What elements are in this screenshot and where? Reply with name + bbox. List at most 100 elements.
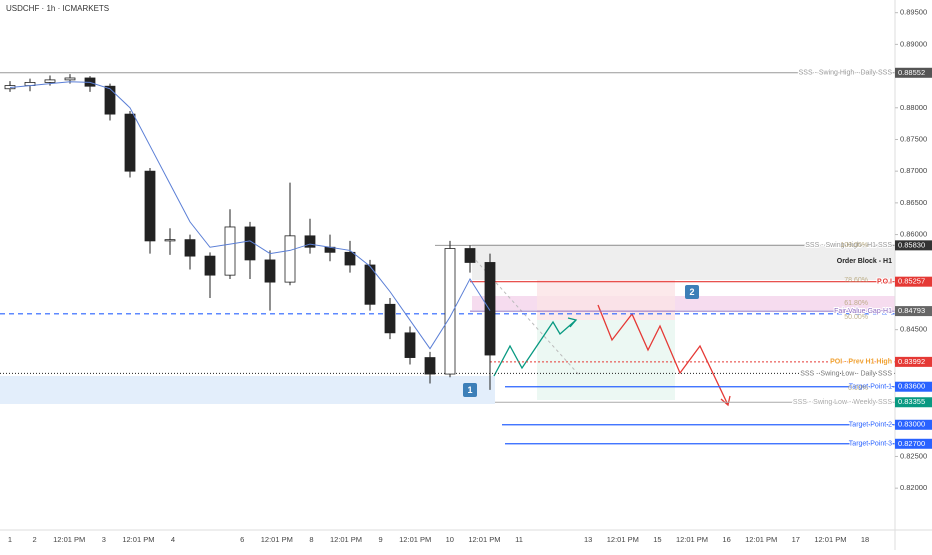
y-tick-label: 0.82000 <box>900 483 927 492</box>
x-tick-label: 12:01 PM <box>814 535 846 544</box>
x-tick-label: 12:01 PM <box>399 535 431 544</box>
fib-label: 100.00% <box>840 242 868 249</box>
marker-label: 2 <box>689 287 694 297</box>
projection-up-arrow <box>567 317 578 328</box>
x-tick-label: 8 <box>309 535 313 544</box>
y-tick-label: 0.84500 <box>900 325 927 334</box>
x-tick-label: 10 <box>446 535 454 544</box>
y-tick-label: 0.88000 <box>900 103 927 112</box>
level-label: Target Point 2 <box>849 422 892 429</box>
swing-low-zone <box>0 376 495 404</box>
price-box-label: 0.84793 <box>898 306 925 315</box>
x-tick-label: 12:01 PM <box>261 535 293 544</box>
price-box-label: 0.88552 <box>898 68 925 77</box>
candle-body <box>284 235 296 283</box>
candle-body <box>424 357 436 375</box>
price-box-label: 0.83000 <box>898 420 925 429</box>
price-box-label: 0.82700 <box>898 439 925 448</box>
level-label: SSS - Swing Low - Weekly SSS <box>793 399 892 406</box>
price-box <box>895 356 932 367</box>
fib-label: 0.00% <box>848 385 868 392</box>
candle-body <box>264 259 276 283</box>
candle-body <box>64 77 76 81</box>
price-box <box>895 276 932 287</box>
candle-body <box>124 113 136 172</box>
candle-body <box>464 248 476 263</box>
candle-body <box>444 248 456 375</box>
buy-zone <box>537 320 675 400</box>
candle-body <box>44 79 56 83</box>
price-box <box>895 438 932 449</box>
price-box-label: 0.85830 <box>898 240 925 249</box>
fib-label: 50.00% <box>844 314 868 321</box>
candle-body <box>104 85 116 115</box>
x-tick-label: 12:01 PM <box>330 535 362 544</box>
y-tick-label: 0.87500 <box>900 134 927 143</box>
y-tick-label: 0.87000 <box>900 166 927 175</box>
level-label: Target Point 1 <box>849 384 892 391</box>
order-block-label: Order Block - H1 <box>837 258 892 265</box>
x-tick-label: 1 <box>8 535 12 544</box>
x-tick-label: 11 <box>515 535 523 544</box>
price-box <box>895 381 932 392</box>
level-label: SSS - Swing Low - Daily SSS <box>800 370 892 377</box>
price-box <box>895 67 932 78</box>
level-label: P.O.I <box>877 279 892 286</box>
level-label: SSS - Swing High - H1 SSS <box>805 242 892 249</box>
candle-body <box>244 226 256 261</box>
x-tick-label: 16 <box>722 535 730 544</box>
chart-title: USDCHF · 1h · ICMARKETS <box>6 4 109 13</box>
x-tick-label: 12:01 PM <box>122 535 154 544</box>
x-tick-label: 12:01 PM <box>676 535 708 544</box>
y-tick-label: 0.89500 <box>900 8 927 17</box>
x-tick-label: 6 <box>240 535 244 544</box>
level-label: Target Point 3 <box>849 441 892 448</box>
price-box <box>895 419 932 430</box>
x-tick-label: 12:01 PM <box>53 535 85 544</box>
x-tick-label: 2 <box>33 535 37 544</box>
x-tick-label: 17 <box>792 535 800 544</box>
price-axis-bg <box>895 0 932 550</box>
x-tick-label: 12:01 PM <box>745 535 777 544</box>
projection-down-arrow <box>720 395 731 407</box>
y-tick-label: 0.86500 <box>900 198 927 207</box>
candle-body <box>384 303 396 334</box>
y-tick-label: 0.82500 <box>900 451 927 460</box>
x-tick-label: 4 <box>171 535 175 544</box>
marker-label: 1 <box>467 385 472 395</box>
x-tick-label: 18 <box>861 535 869 544</box>
x-tick-label: 3 <box>102 535 106 544</box>
candle-body <box>484 262 496 356</box>
price-box <box>895 306 932 317</box>
candle-body <box>204 255 216 276</box>
level-label: POI - Prev H1 High <box>830 359 892 366</box>
level-label: SSS - Swing High - Daily SSS <box>799 70 893 77</box>
price-box-label: 0.83355 <box>898 397 925 406</box>
marker-box <box>685 285 699 299</box>
order-block-zone <box>472 244 895 280</box>
candle-body <box>164 239 176 242</box>
y-tick-label: 0.89000 <box>900 39 927 48</box>
candle-body <box>224 226 236 276</box>
candle-body <box>404 332 416 358</box>
candle-body <box>364 264 376 305</box>
marker-box <box>463 383 477 397</box>
projection-down <box>597 304 729 406</box>
y-tick-label: 0.86000 <box>900 230 927 239</box>
price-box <box>895 397 932 408</box>
candle-body <box>184 239 196 257</box>
x-tick-label: 12:01 PM <box>607 535 639 544</box>
level-label: Fair Value Gap-H1 <box>834 308 892 315</box>
price-box-label: 0.83600 <box>898 382 925 391</box>
x-tick-label: 9 <box>379 535 383 544</box>
price-box-label: 0.85257 <box>898 277 925 286</box>
projection-up <box>493 319 577 377</box>
moving-average <box>9 81 491 350</box>
x-tick-label: 15 <box>653 535 661 544</box>
candle-body <box>344 251 356 266</box>
price-box <box>895 240 932 251</box>
fib-label: 61.80% <box>844 300 868 307</box>
fvg-zone <box>472 296 895 310</box>
